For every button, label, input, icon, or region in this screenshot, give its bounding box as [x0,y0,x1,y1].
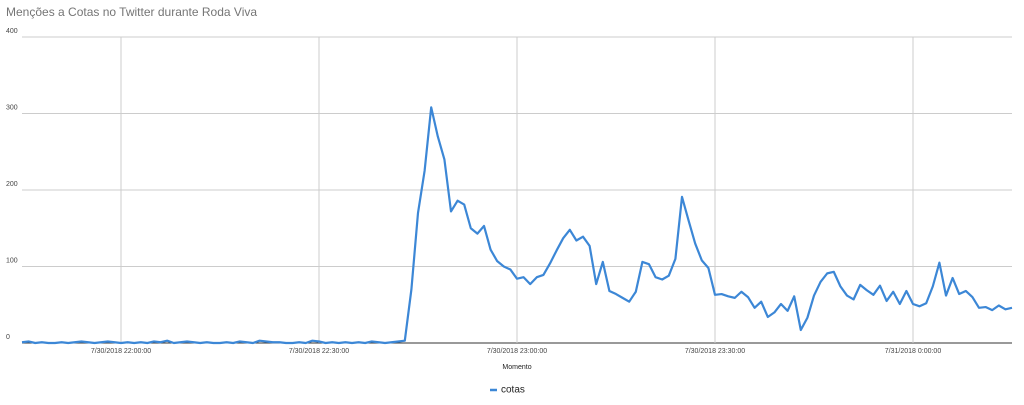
x-tick-label: 7/30/2018 22:30:00 [289,348,349,355]
x-axis-title: Momento [502,364,531,371]
x-tick-label: 7/31/2018 0:00:00 [885,348,942,355]
x-tick-label: 7/30/2018 23:00:00 [487,348,547,355]
y-tick-label: 0 [6,334,10,341]
y-tick-label: 100 [6,257,18,264]
x-tick-label: 7/30/2018 23:30:00 [685,348,745,355]
y-tick-label: 400 [6,28,18,35]
legend-label: cotas [501,385,525,396]
y-tick-label: 300 [6,104,18,111]
x-tick-label: 7/30/2018 22:00:00 [91,348,151,355]
y-tick-label: 200 [6,181,18,188]
series-line [21,106,1013,345]
chart-title: Menções a Cotas no Twitter durante Roda … [6,5,257,19]
